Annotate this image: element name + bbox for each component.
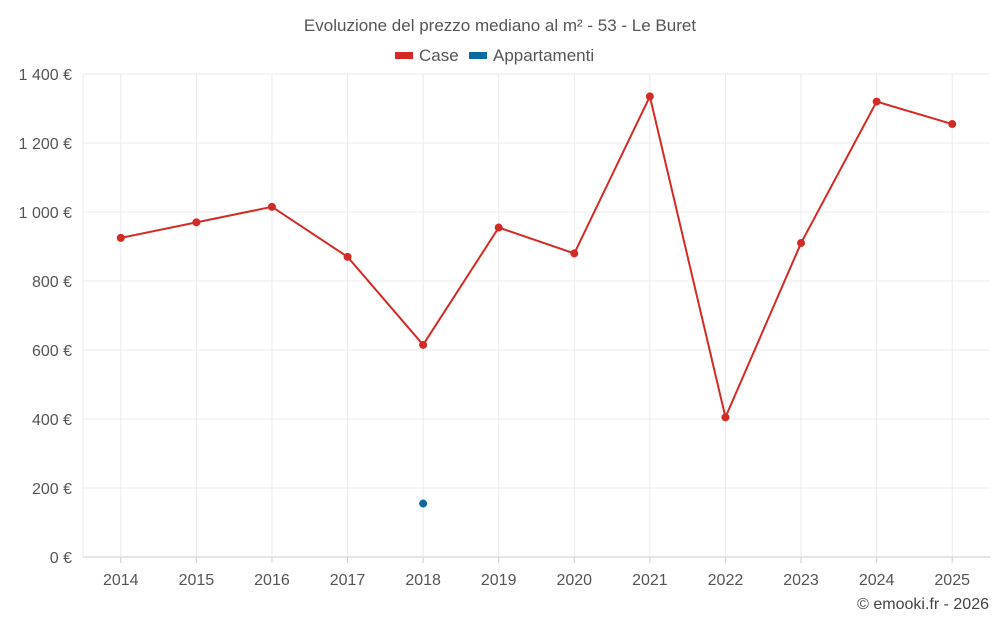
data-point[interactable] [419, 499, 428, 508]
series-line [120, 95, 953, 419]
y-tick-label: 600 € [32, 343, 72, 360]
x-tick-label: 2021 [632, 572, 668, 589]
data-point[interactable] [343, 252, 352, 261]
series [116, 92, 957, 508]
data-point[interactable] [721, 413, 730, 422]
x-tick-label: 2014 [103, 572, 139, 589]
data-point[interactable] [494, 223, 503, 232]
x-tick-label: 2015 [179, 572, 215, 589]
legend: Case Appartamenti [395, 46, 594, 65]
y-tick-label: 400 € [32, 412, 72, 429]
x-tick-label: 2020 [556, 572, 592, 589]
data-point[interactable] [570, 249, 579, 258]
x-tick-label: 2025 [934, 572, 970, 589]
data-point[interactable] [948, 120, 957, 129]
legend-item-appartamenti[interactable]: Appartamenti [469, 46, 594, 65]
x-tick-label: 2022 [708, 572, 744, 589]
y-tick-label: 1 000 € [19, 205, 72, 222]
y-tick-label: 800 € [32, 274, 72, 291]
data-point[interactable] [872, 97, 881, 106]
x-tick-label: 2017 [330, 572, 366, 589]
data-point[interactable] [116, 233, 125, 242]
legend-item-case[interactable]: Case [395, 46, 459, 65]
credit: © emooki.fr - 2026 [857, 596, 989, 613]
grid [82, 73, 990, 558]
series-appartamenti [419, 499, 428, 508]
y-tick-label: 0 € [50, 550, 72, 567]
x-tick-label: 2016 [254, 572, 290, 589]
x-tick-label: 2023 [783, 572, 819, 589]
data-point[interactable] [267, 202, 276, 211]
legend-label-appartamenti: Appartamenti [493, 46, 594, 65]
data-point[interactable] [645, 92, 654, 101]
chart-title: Evoluzione del prezzo mediano al m² - 53… [304, 16, 696, 35]
x-tick-label: 2018 [405, 572, 441, 589]
data-point[interactable] [192, 218, 201, 227]
data-point[interactable] [419, 340, 428, 349]
legend-label-case: Case [419, 46, 459, 65]
y-tick-label: 1 200 € [19, 136, 72, 153]
y-axis: 0 € 200 € 400 € 600 € 800 € 1 000 € 1 200 € 1 4… [19, 67, 72, 567]
y-tick-label: 200 € [32, 481, 72, 498]
x-tick-label: 2024 [859, 572, 895, 589]
series-case [116, 92, 957, 422]
x-axis: 2014 2015 2016 2017 2018 2019 2020 2021 2022 2023… [103, 557, 970, 589]
x-tick-label: 2019 [481, 572, 517, 589]
y-tick-label: 1 400 € [19, 67, 72, 84]
legend-swatch-appartamenti [469, 52, 487, 59]
data-point[interactable] [797, 239, 806, 248]
legend-swatch-case [395, 52, 413, 59]
